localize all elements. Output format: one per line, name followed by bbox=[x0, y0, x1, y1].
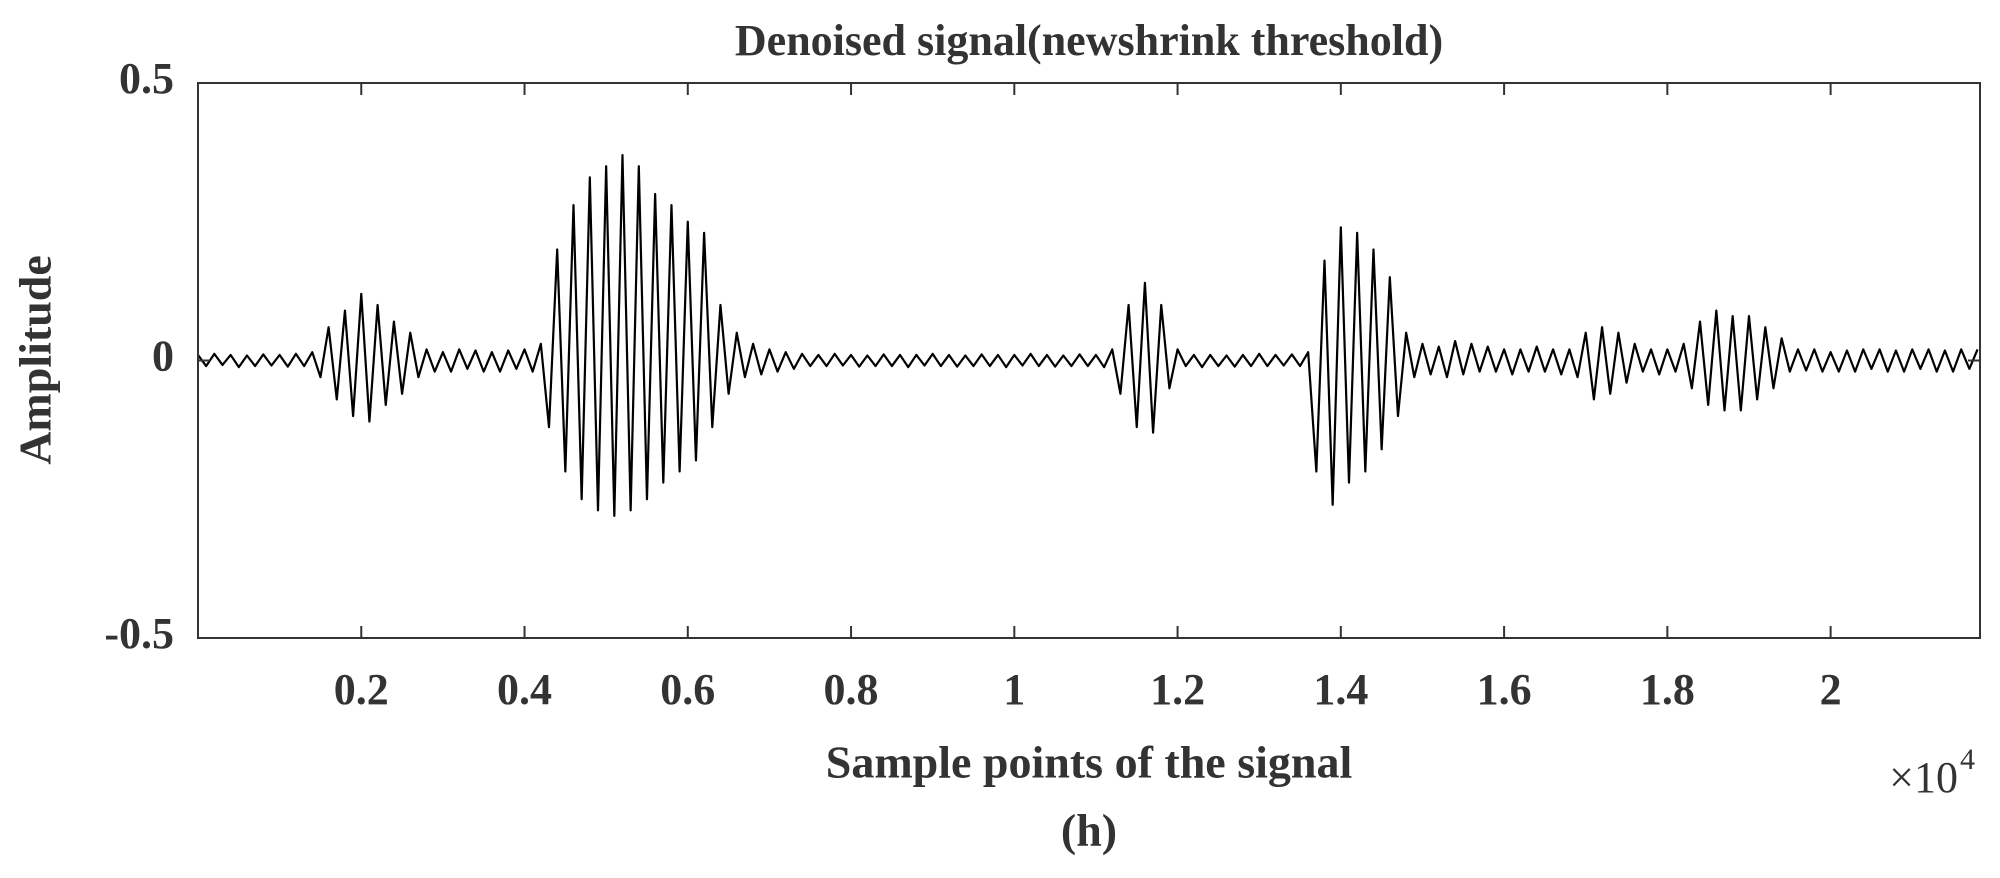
y-tick-label: 0.5 bbox=[119, 54, 174, 103]
x-tick-label: 0.8 bbox=[824, 665, 879, 714]
y-tick-label: 0 bbox=[152, 332, 174, 381]
x-tick-label: 1.6 bbox=[1477, 665, 1532, 714]
x-tick-label: 1.8 bbox=[1640, 665, 1695, 714]
y-tick-label: -0.5 bbox=[104, 609, 174, 658]
x-tick-label: 0.4 bbox=[497, 665, 552, 714]
x-tick-label: 0.6 bbox=[660, 665, 715, 714]
x-tick-label: 1.4 bbox=[1313, 665, 1368, 714]
chart-title: Denoised signal(newshrink threshold) bbox=[735, 16, 1443, 65]
x-axis-label: Sample points of the signal bbox=[826, 737, 1353, 788]
signal-line bbox=[197, 154, 1979, 517]
y-axis-label: Amplitude bbox=[10, 255, 61, 465]
x-multiplier-exponent: 4 bbox=[1960, 743, 1975, 776]
x-tick-label: 0.2 bbox=[334, 665, 389, 714]
x-tick-label: 1.2 bbox=[1150, 665, 1205, 714]
x-tick-label: 2 bbox=[1820, 665, 1842, 714]
panel-label: (h) bbox=[1061, 805, 1117, 856]
x-tick-label: 1 bbox=[1003, 665, 1025, 714]
x-multiplier: ×10 bbox=[1889, 753, 1958, 802]
